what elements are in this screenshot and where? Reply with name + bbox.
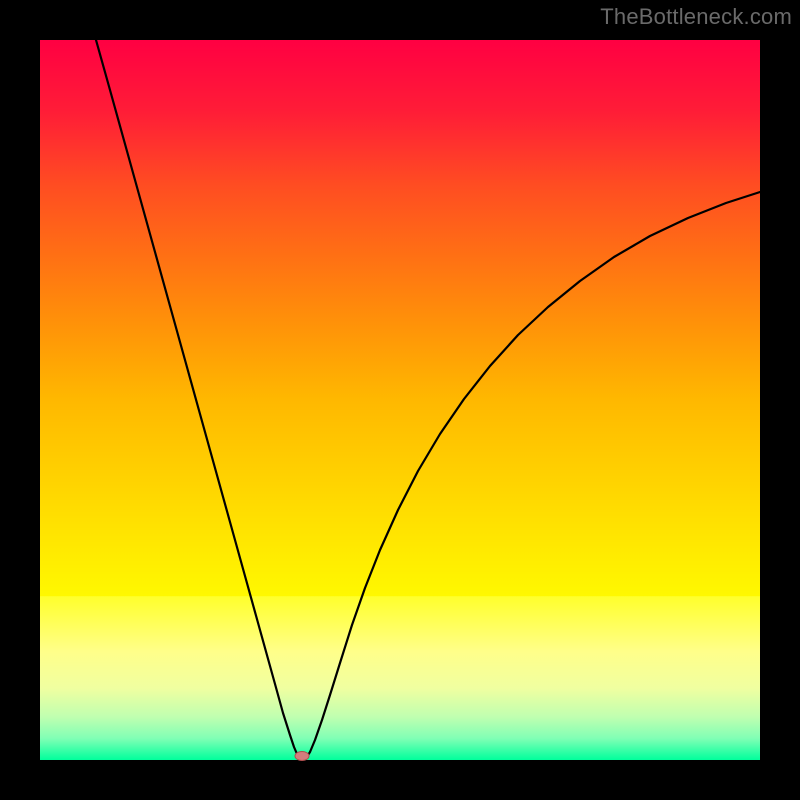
bottleneck-curve bbox=[40, 40, 760, 760]
watermark-text: TheBottleneck.com bbox=[600, 4, 792, 30]
plot-area bbox=[40, 40, 760, 760]
optimal-point-marker bbox=[295, 751, 310, 761]
